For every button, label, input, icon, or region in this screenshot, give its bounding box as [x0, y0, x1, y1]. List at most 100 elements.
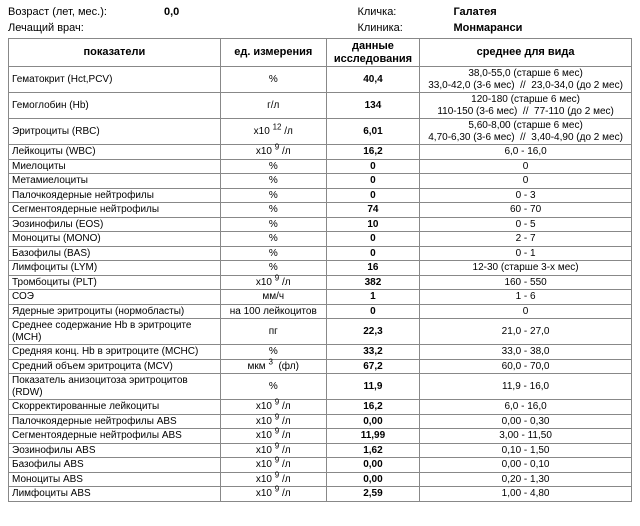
age-label: Возраст (лет, мес.):: [8, 6, 158, 18]
header-row-1: Возраст (лет, мес.): 0,0 Кличка: Галатея: [8, 6, 632, 18]
nick-label: Кличка:: [357, 6, 447, 18]
indicator-cell: Лимфоциты (LYM): [9, 261, 221, 276]
table-row: Сегментоядерные нейтрофилы%7460 - 70: [9, 203, 632, 218]
reference-cell: 38,0-55,0 (старше 6 мес)33,0-42,0 (3-6 м…: [420, 67, 632, 93]
reference-cell: 0 - 5: [420, 217, 632, 232]
indicator-cell: Средний объем эритроцита (MCV): [9, 359, 221, 374]
reference-cell: 3,00 - 11,50: [420, 429, 632, 444]
unit-cell: %: [220, 203, 326, 218]
indicator-cell: Гематокрит (Hct,PCV): [9, 67, 221, 93]
indicator-cell: Метамиелоциты: [9, 174, 221, 189]
unit-cell: %: [220, 67, 326, 93]
reference-cell: 11,9 - 16,0: [420, 374, 632, 400]
indicator-cell: Палочкоядерные нейтрофилы ABS: [9, 414, 221, 429]
indicator-cell: Эозинофилы (EOS): [9, 217, 221, 232]
value-cell: 16,2: [326, 400, 419, 415]
value-cell: 0: [326, 188, 419, 203]
indicator-cell: Скорректированные лейкоциты: [9, 400, 221, 415]
reference-cell: 0,20 - 1,30: [420, 472, 632, 487]
value-cell: 0: [326, 232, 419, 247]
indicator-cell: Ядерные эритроциты (нормобласты): [9, 304, 221, 319]
indicator-cell: Среднее содержание Hb в эритроците (MCH): [9, 319, 221, 345]
reference-cell: 0: [420, 304, 632, 319]
value-cell: 0,00: [326, 472, 419, 487]
value-cell: 0,00: [326, 458, 419, 473]
unit-cell: %: [220, 232, 326, 247]
table-row: Скорректированные лейкоцитыx10 9 /л16,26…: [9, 400, 632, 415]
clinic-value: Монмаранси: [453, 22, 522, 34]
reference-cell: 0,00 - 0,10: [420, 458, 632, 473]
unit-cell: мкм 3 (фл): [220, 359, 326, 374]
results-table: показатели ед. измерения данные исследов…: [8, 38, 632, 502]
table-row: Гемоглобин (Hb)г/л134120-180 (старше 6 м…: [9, 93, 632, 119]
age-value: 0,0: [164, 6, 224, 18]
value-cell: 40,4: [326, 67, 419, 93]
table-row: Базофилы ABSx10 9 /л0,000,00 - 0,10: [9, 458, 632, 473]
table-row: Лимфоциты (LYM)%1612-30 (старше 3-х мес): [9, 261, 632, 276]
table-row: Эозинофилы ABSx10 9 /л1,620,10 - 1,50: [9, 443, 632, 458]
reference-cell: 6,0 - 16,0: [420, 145, 632, 160]
indicator-cell: Эозинофилы ABS: [9, 443, 221, 458]
unit-cell: x10 9 /л: [220, 275, 326, 290]
unit-cell: %: [220, 261, 326, 276]
table-row: Показатель анизоцитоза эритроцитов (RDW)…: [9, 374, 632, 400]
table-row: Эритроциты (RBC)x10 12 /л6,015,60-8,00 (…: [9, 119, 632, 145]
value-cell: 67,2: [326, 359, 419, 374]
col-header-reference: среднее для вида: [420, 39, 632, 67]
value-cell: 16: [326, 261, 419, 276]
value-cell: 2,59: [326, 487, 419, 502]
unit-cell: %: [220, 374, 326, 400]
table-row: Палочкоядерные нейтрофилы ABSx10 9 /л0,0…: [9, 414, 632, 429]
value-cell: 382: [326, 275, 419, 290]
table-row: Среднее содержание Hb в эритроците (MCH)…: [9, 319, 632, 345]
indicator-cell: Базофилы (BAS): [9, 246, 221, 261]
reference-cell: 0: [420, 159, 632, 174]
reference-cell: 5,60-8,00 (старше 6 мес)4,70-6,30 (3-6 м…: [420, 119, 632, 145]
unit-cell: %: [220, 174, 326, 189]
unit-cell: г/л: [220, 93, 326, 119]
table-row: Сегментоядерные нейтрофилы ABSx10 9 /л11…: [9, 429, 632, 444]
value-cell: 0: [326, 246, 419, 261]
unit-cell: пг: [220, 319, 326, 345]
value-cell: 0: [326, 174, 419, 189]
table-row: Средний объем эритроцита (MCV)мкм 3 (фл)…: [9, 359, 632, 374]
indicator-cell: Эритроциты (RBC): [9, 119, 221, 145]
indicator-cell: Тромбоциты (PLT): [9, 275, 221, 290]
doctor-label: Лечащий врач:: [8, 22, 158, 34]
reference-cell: 1 - 6: [420, 290, 632, 305]
value-cell: 6,01: [326, 119, 419, 145]
value-cell: 1: [326, 290, 419, 305]
indicator-cell: Моноциты ABS: [9, 472, 221, 487]
table-row: Тромбоциты (PLT)x10 9 /л382160 - 550: [9, 275, 632, 290]
table-row: Базофилы (BAS)%00 - 1: [9, 246, 632, 261]
table-row: Лимфоциты ABSx10 9 /л2,591,00 - 4,80: [9, 487, 632, 502]
nick-value: Галатея: [453, 6, 496, 18]
clinic-label: Клиника:: [357, 22, 447, 34]
reference-cell: 0 - 3: [420, 188, 632, 203]
value-cell: 74: [326, 203, 419, 218]
indicator-cell: СОЭ: [9, 290, 221, 305]
unit-cell: мм/ч: [220, 290, 326, 305]
value-cell: 0: [326, 159, 419, 174]
unit-cell: x10 9 /л: [220, 458, 326, 473]
table-row: Метамиелоциты%00: [9, 174, 632, 189]
value-cell: 11,9: [326, 374, 419, 400]
table-row: Средняя конц. Hb в эритроците (MCHC)%33,…: [9, 345, 632, 360]
reference-cell: 0: [420, 174, 632, 189]
value-cell: 11,99: [326, 429, 419, 444]
indicator-cell: Базофилы ABS: [9, 458, 221, 473]
table-row: Моноциты ABSx10 9 /л0,000,20 - 1,30: [9, 472, 632, 487]
indicator-cell: Миелоциты: [9, 159, 221, 174]
reference-cell: 60 - 70: [420, 203, 632, 218]
unit-cell: x10 9 /л: [220, 429, 326, 444]
col-header-value: данные исследования: [326, 39, 419, 67]
table-row: Гематокрит (Hct,PCV)%40,438,0-55,0 (стар…: [9, 67, 632, 93]
table-row: Эозинофилы (EOS)%100 - 5: [9, 217, 632, 232]
reference-cell: 0,10 - 1,50: [420, 443, 632, 458]
indicator-cell: Сегментоядерные нейтрофилы ABS: [9, 429, 221, 444]
table-header-row: показатели ед. измерения данные исследов…: [9, 39, 632, 67]
value-cell: 0: [326, 304, 419, 319]
value-cell: 33,2: [326, 345, 419, 360]
indicator-cell: Палочкоядерные нейтрофилы: [9, 188, 221, 203]
table-row: СОЭмм/ч11 - 6: [9, 290, 632, 305]
